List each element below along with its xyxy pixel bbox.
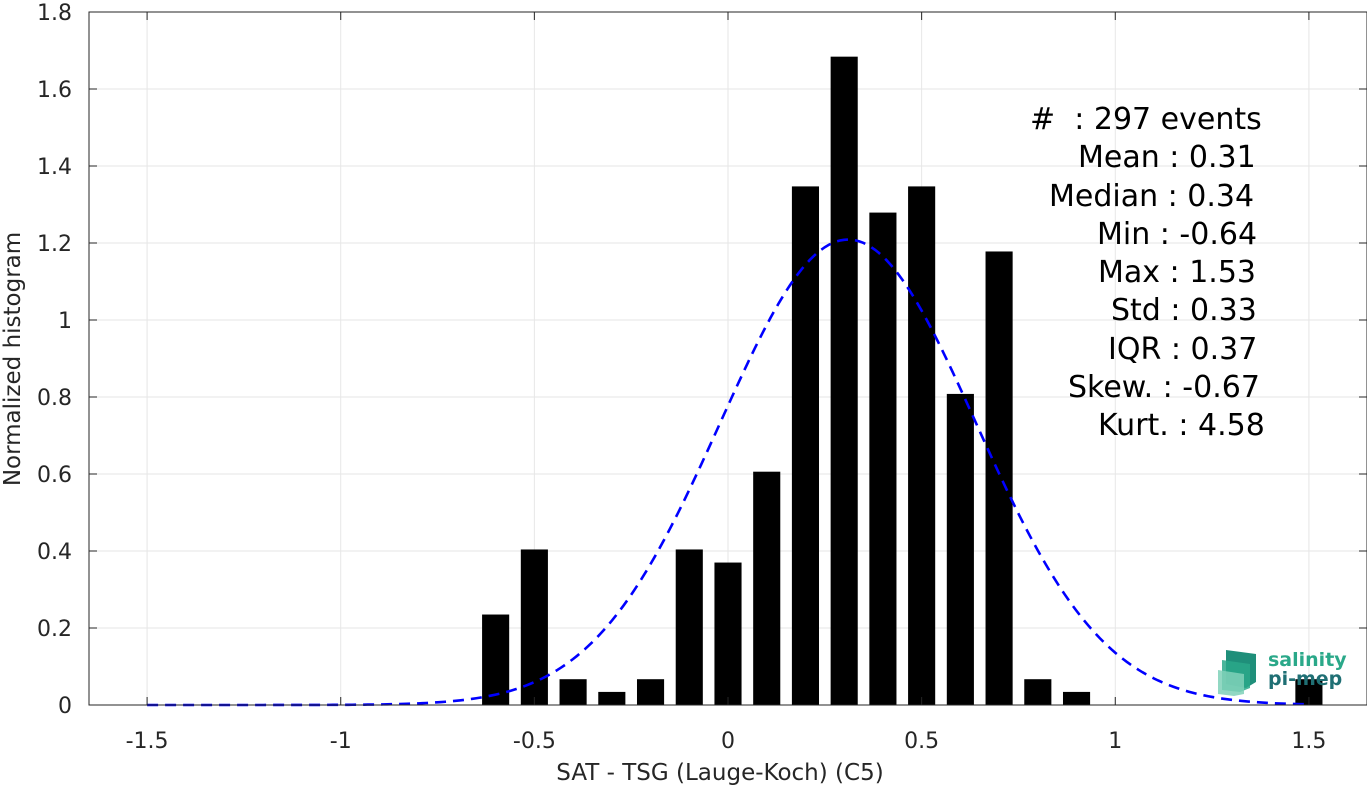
stat-kurt: Kurt. : 4.58: [1098, 408, 1265, 444]
x-tick-label: 1: [1108, 729, 1122, 754]
gaussian-fit-curve: [147, 238, 1309, 707]
histogram-bar: [482, 614, 510, 705]
logo-text-pi-mep: pi-mep: [1268, 668, 1343, 690]
stat-std: Std : 0.33: [1111, 293, 1257, 329]
y-tick-label: 1.6: [37, 78, 72, 103]
histogram-bar: [1024, 679, 1052, 705]
stat-min: Min : -0.64: [1097, 216, 1258, 252]
histogram-bar: [985, 251, 1013, 705]
histogram-bar: [598, 691, 626, 705]
stat-mean: Mean : 0.31: [1078, 140, 1256, 176]
x-tick-label: -0.5: [513, 729, 556, 754]
stat-count: # : 297 events: [1030, 102, 1262, 137]
y-axis-label: Normalized histogram: [0, 232, 26, 486]
y-tick-label: 1.4: [37, 155, 72, 180]
stat-skew: Skew. : -0.67: [1068, 370, 1260, 406]
salinity-pi-mep-logo: salinity pi-mep: [1216, 646, 1347, 696]
y-tick-label: 0.8: [37, 386, 72, 411]
stat-max: Max : 1.53: [1098, 255, 1256, 291]
histogram-bar: [946, 393, 974, 705]
histogram-bar: [636, 679, 665, 705]
histogram-bar: [830, 56, 858, 706]
y-tick-label: 0.6: [37, 463, 72, 488]
y-tick-label: 0.2: [37, 617, 72, 642]
x-tick-label: -1: [330, 729, 352, 754]
y-tick-label: 1: [58, 309, 72, 334]
histogram-bar: [675, 549, 703, 705]
y-tick-label: 0: [58, 694, 72, 719]
y-tick-label: 1.8: [37, 1, 72, 26]
histogram-bar: [908, 186, 936, 705]
histogram-bar: [753, 471, 781, 705]
histogram-bar: [791, 186, 820, 705]
x-tick-label: 0: [721, 729, 735, 754]
histogram-bar: [714, 562, 742, 705]
x-tick-label: 0.5: [904, 729, 939, 754]
x-tick-label: 1.5: [1291, 729, 1326, 754]
y-axis-ticks: 0 0.2 0.4 0.6 0.8 1 1.2 1.4 1.6 1.8: [37, 1, 1367, 719]
histogram-bar: [1062, 691, 1091, 705]
logo-text-salinity: salinity: [1268, 649, 1347, 671]
histogram-bar: [869, 212, 897, 705]
logo-waves-icon: [1218, 650, 1256, 696]
stat-median: Median : 0.34: [1049, 178, 1255, 214]
x-tick-label: -1.5: [126, 729, 169, 754]
statistics-panel: # : 297 events Mean : 0.31 Median : 0.34…: [990, 101, 1290, 446]
y-tick-label: 0.4: [37, 540, 72, 565]
histogram-bar: [559, 679, 587, 705]
histogram-bar: [520, 549, 548, 705]
y-tick-label: 1.2: [37, 232, 72, 257]
stat-iqr: IQR : 0.37: [1108, 331, 1258, 367]
x-axis-label: SAT - TSG (Lauge-Koch) (C5): [556, 760, 883, 786]
x-axis-ticks: -1.5 -1 -0.5 0 0.5 1 1.5: [126, 12, 1326, 754]
